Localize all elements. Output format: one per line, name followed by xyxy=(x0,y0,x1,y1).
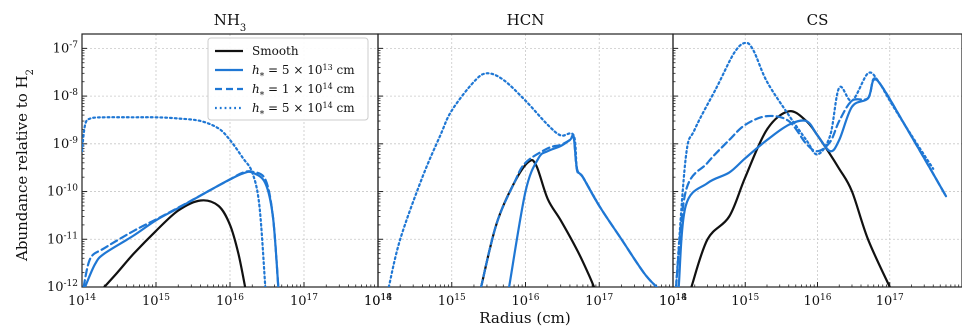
x-tick-label: 1016 xyxy=(512,293,540,309)
y-tick-label: 10-9 xyxy=(53,136,79,152)
panel-cs: 1014 1015 1016 1017 CS xyxy=(659,11,962,309)
panel-title: NH3 xyxy=(214,11,247,34)
series-line-dotted xyxy=(387,72,601,287)
x-tick-label: 1018 xyxy=(659,293,687,309)
x-axis-label: Radius (cm) xyxy=(479,309,570,327)
legend-label: h* = 1 × 1014 cm xyxy=(252,82,355,102)
y-tick-label: 10-11 xyxy=(47,231,78,247)
legend: Smooth h* = 5 × 1013 cmh* = 1 × 1014 cmh*… xyxy=(207,37,369,121)
y-axis-label: Abundance relative to H2 xyxy=(13,69,36,262)
panel-title: HCN xyxy=(507,11,545,29)
series-line-dotted xyxy=(82,116,267,287)
x-tick-label: 1017 xyxy=(876,293,904,309)
y-tick-label: 10-7 xyxy=(53,40,79,56)
x-tick-label: 1014 xyxy=(68,293,96,309)
x-tick-label: 1015 xyxy=(142,293,170,309)
series-line-solid xyxy=(690,110,891,287)
series-line-solid xyxy=(677,78,948,287)
x-tick-label: 1016 xyxy=(216,293,244,309)
series-line-solid xyxy=(103,199,247,287)
legend-box xyxy=(207,37,369,121)
legend-label: h* = 5 × 1014 cm xyxy=(252,101,355,121)
series-line-dashed xyxy=(674,77,948,287)
x-tick-label: 1018 xyxy=(364,293,392,309)
x-tick-label: 1015 xyxy=(731,293,759,309)
y-tick-label: 10-8 xyxy=(53,88,79,104)
series-line-dashed xyxy=(480,133,658,287)
legend-label: Smooth xyxy=(252,44,299,58)
panel-title: CS xyxy=(807,11,829,29)
panel-hcn: 1014 1015 1016 1017 1018 HCN xyxy=(364,11,687,309)
gridlines xyxy=(673,34,962,287)
x-tick-label: 1017 xyxy=(585,293,613,309)
x-tick-label: 1014 xyxy=(364,293,392,309)
x-tick-label: 1017 xyxy=(290,293,318,309)
x-tick-label: 1014 xyxy=(659,293,687,309)
series-line-dashed xyxy=(82,170,280,287)
series-line-solid xyxy=(480,159,596,287)
legend-label: h* = 5 × 1013 cm xyxy=(252,63,355,83)
series-line-dotted xyxy=(674,41,935,287)
x-tick-label: 1016 xyxy=(804,293,832,309)
y-tick-label: 10-10 xyxy=(47,184,78,200)
y-tick-label: 10-12 xyxy=(47,279,78,295)
x-tick-label: 1015 xyxy=(438,293,466,309)
series-line-solid xyxy=(84,170,280,287)
gridlines xyxy=(378,34,673,287)
panel-nh3: 1014 1015 1016 1017 1018 10-12 10-11 10-10 10-9 1… xyxy=(47,11,392,309)
